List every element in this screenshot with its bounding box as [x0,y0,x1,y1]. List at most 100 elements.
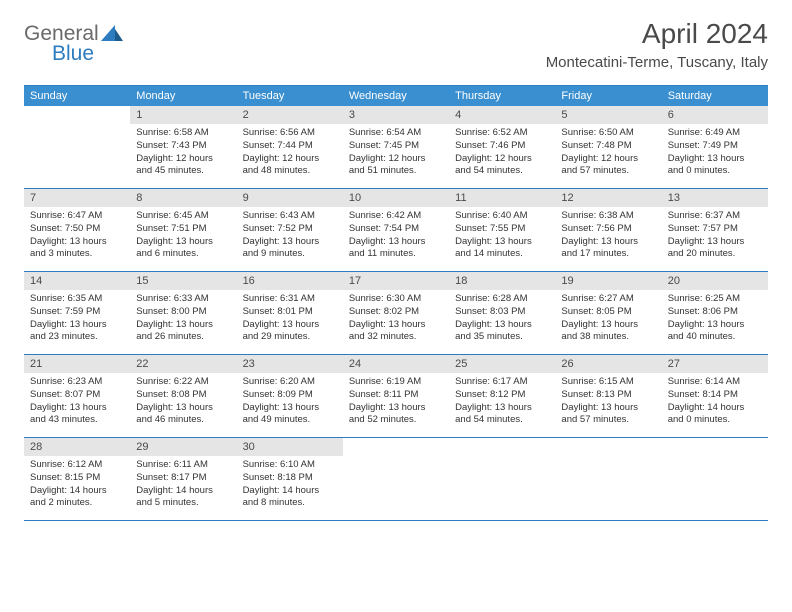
sunset-text: Sunset: 8:14 PM [668,389,762,402]
sunrise-text: Sunrise: 6:10 AM [243,459,337,472]
day-content: Sunrise: 6:20 AMSunset: 8:09 PMDaylight:… [237,373,343,431]
day-content: Sunrise: 6:19 AMSunset: 8:11 PMDaylight:… [343,373,449,431]
sunrise-text: Sunrise: 6:22 AM [136,376,230,389]
day-content: Sunrise: 6:42 AMSunset: 7:54 PMDaylight:… [343,207,449,265]
sunrise-text: Sunrise: 6:15 AM [561,376,655,389]
sunrise-text: Sunrise: 6:58 AM [136,127,230,140]
daylight-text: Daylight: 13 hours and 0 minutes. [668,153,762,179]
day-number [662,438,768,444]
sunset-text: Sunset: 7:55 PM [455,223,549,236]
daylight-text: Daylight: 13 hours and 38 minutes. [561,319,655,345]
sunset-text: Sunset: 7:52 PM [243,223,337,236]
sunrise-text: Sunrise: 6:31 AM [243,293,337,306]
day-cell: 2Sunrise: 6:56 AMSunset: 7:44 PMDaylight… [237,106,343,188]
day-content: Sunrise: 6:56 AMSunset: 7:44 PMDaylight:… [237,124,343,182]
daylight-text: Daylight: 13 hours and 29 minutes. [243,319,337,345]
day-cell: 13Sunrise: 6:37 AMSunset: 7:57 PMDayligh… [662,189,768,271]
sunrise-text: Sunrise: 6:25 AM [668,293,762,306]
sunrise-text: Sunrise: 6:40 AM [455,210,549,223]
daylight-text: Daylight: 13 hours and 46 minutes. [136,402,230,428]
day-content: Sunrise: 6:45 AMSunset: 7:51 PMDaylight:… [130,207,236,265]
daylight-text: Daylight: 14 hours and 5 minutes. [136,485,230,511]
sunset-text: Sunset: 8:17 PM [136,472,230,485]
logo-triangle-icon [101,25,123,41]
dayname-tuesday: Tuesday [237,86,343,106]
sunrise-text: Sunrise: 6:28 AM [455,293,549,306]
sunrise-text: Sunrise: 6:37 AM [668,210,762,223]
day-content: Sunrise: 6:33 AMSunset: 8:00 PMDaylight:… [130,290,236,348]
sunrise-text: Sunrise: 6:20 AM [243,376,337,389]
day-number: 1 [130,106,236,124]
day-content: Sunrise: 6:10 AMSunset: 8:18 PMDaylight:… [237,456,343,514]
day-number: 9 [237,189,343,207]
day-number: 29 [130,438,236,456]
sunrise-text: Sunrise: 6:52 AM [455,127,549,140]
sunrise-text: Sunrise: 6:33 AM [136,293,230,306]
day-cell: 20Sunrise: 6:25 AMSunset: 8:06 PMDayligh… [662,272,768,354]
sunset-text: Sunset: 8:13 PM [561,389,655,402]
sunrise-text: Sunrise: 6:19 AM [349,376,443,389]
sunrise-text: Sunrise: 6:50 AM [561,127,655,140]
daylight-text: Daylight: 13 hours and 54 minutes. [455,402,549,428]
day-content: Sunrise: 6:17 AMSunset: 8:12 PMDaylight:… [449,373,555,431]
sunset-text: Sunset: 7:50 PM [30,223,124,236]
daylight-text: Daylight: 13 hours and 6 minutes. [136,236,230,262]
daylight-text: Daylight: 13 hours and 9 minutes. [243,236,337,262]
daylight-text: Daylight: 12 hours and 57 minutes. [561,153,655,179]
day-cell: 29Sunrise: 6:11 AMSunset: 8:17 PMDayligh… [130,438,236,520]
day-number: 6 [662,106,768,124]
calendar-grid: SundayMondayTuesdayWednesdayThursdayFrid… [24,85,768,521]
day-number: 25 [449,355,555,373]
sunrise-text: Sunrise: 6:12 AM [30,459,124,472]
day-cell: 14Sunrise: 6:35 AMSunset: 7:59 PMDayligh… [24,272,130,354]
dayname-saturday: Saturday [662,86,768,106]
day-number: 18 [449,272,555,290]
day-cell: 24Sunrise: 6:19 AMSunset: 8:11 PMDayligh… [343,355,449,437]
daylight-text: Daylight: 13 hours and 32 minutes. [349,319,443,345]
sunrise-text: Sunrise: 6:56 AM [243,127,337,140]
daylight-text: Daylight: 14 hours and 8 minutes. [243,485,337,511]
day-content: Sunrise: 6:52 AMSunset: 7:46 PMDaylight:… [449,124,555,182]
day-cell: 25Sunrise: 6:17 AMSunset: 8:12 PMDayligh… [449,355,555,437]
daylight-text: Daylight: 13 hours and 3 minutes. [30,236,124,262]
day-cell: 19Sunrise: 6:27 AMSunset: 8:05 PMDayligh… [555,272,661,354]
sunset-text: Sunset: 8:15 PM [30,472,124,485]
day-number: 11 [449,189,555,207]
daylight-text: Daylight: 13 hours and 11 minutes. [349,236,443,262]
day-cell: 9 Sunrise: 6:43 AMSunset: 7:52 PMDaylight… [237,189,343,271]
day-number: 5 [555,106,661,124]
sunrise-text: Sunrise: 6:43 AM [243,210,337,223]
week-row: 21Sunrise: 6:23 AMSunset: 8:07 PMDayligh… [24,355,768,438]
dayname-thursday: Thursday [449,86,555,106]
dayname-wednesday: Wednesday [343,86,449,106]
sunset-text: Sunset: 7:46 PM [455,140,549,153]
day-number: 4 [449,106,555,124]
sunset-text: Sunset: 7:51 PM [136,223,230,236]
header: General Blue April 2024 Montecatini-Term… [0,0,792,77]
day-content: Sunrise: 6:12 AMSunset: 8:15 PMDaylight:… [24,456,130,514]
day-content: Sunrise: 6:23 AMSunset: 8:07 PMDaylight:… [24,373,130,431]
week-row: 1Sunrise: 6:58 AMSunset: 7:43 PMDaylight… [24,106,768,189]
sunset-text: Sunset: 7:54 PM [349,223,443,236]
sunset-text: Sunset: 7:56 PM [561,223,655,236]
day-number: 3 [343,106,449,124]
day-content: Sunrise: 6:47 AMSunset: 7:50 PMDaylight:… [24,207,130,265]
day-number: 24 [343,355,449,373]
day-cell: 1Sunrise: 6:58 AMSunset: 7:43 PMDaylight… [130,106,236,188]
sunrise-text: Sunrise: 6:27 AM [561,293,655,306]
sunset-text: Sunset: 7:48 PM [561,140,655,153]
sunrise-text: Sunrise: 6:54 AM [349,127,443,140]
day-number: 27 [662,355,768,373]
day-content: Sunrise: 6:49 AMSunset: 7:49 PMDaylight:… [662,124,768,182]
day-cell: 28Sunrise: 6:12 AMSunset: 8:15 PMDayligh… [24,438,130,520]
day-number: 15 [130,272,236,290]
day-number: 17 [343,272,449,290]
daylight-text: Daylight: 12 hours and 48 minutes. [243,153,337,179]
sunrise-text: Sunrise: 6:23 AM [30,376,124,389]
sunrise-text: Sunrise: 6:14 AM [668,376,762,389]
day-content: Sunrise: 6:14 AMSunset: 8:14 PMDaylight:… [662,373,768,431]
title-block: April 2024 Montecatini-Terme, Tuscany, I… [546,18,768,71]
sunset-text: Sunset: 7:44 PM [243,140,337,153]
daylight-text: Daylight: 13 hours and 49 minutes. [243,402,337,428]
daylight-text: Daylight: 13 hours and 40 minutes. [668,319,762,345]
